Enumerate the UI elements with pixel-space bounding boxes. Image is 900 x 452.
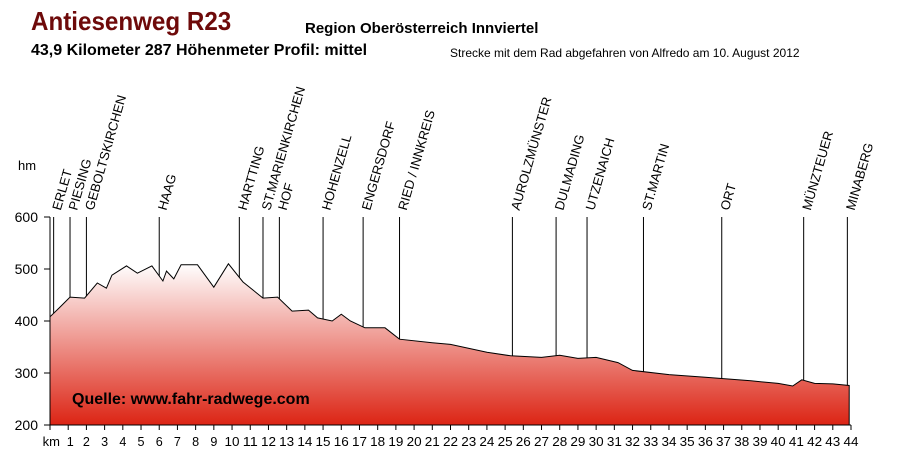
x-tick-label: 9: [210, 434, 217, 449]
x-tick-label: 11: [243, 434, 258, 449]
watermark: Quelle: www.fahr-radwege.com: [72, 391, 310, 408]
x-tick-label: 28: [552, 434, 567, 449]
y-tick-label: 500: [15, 261, 39, 277]
y-tick-label: 200: [15, 417, 39, 433]
x-tick-label: 41: [789, 434, 804, 449]
x-tick-label: 10: [225, 434, 240, 449]
x-tick-label: 14: [297, 434, 312, 449]
x-tick-label: 31: [607, 434, 622, 449]
x-tick-label: 38: [734, 434, 749, 449]
x-tick-label: 24: [479, 434, 494, 449]
x-tick-label: 17: [352, 434, 367, 449]
place-label: DULMADING: [552, 133, 588, 212]
x-tick-label: 32: [625, 434, 640, 449]
elevation-line: [49, 262, 850, 426]
x-tick-label: 21: [425, 434, 440, 449]
x-tick-label: 20: [407, 434, 422, 449]
x-tick-label: 23: [461, 434, 476, 449]
x-tick-label: 1: [67, 434, 74, 449]
place-label: UTZENAICH: [582, 136, 617, 212]
route-title: Antiesenweg R23: [31, 6, 232, 36]
x-tick-label: 3: [101, 434, 108, 449]
x-tick-label: 18: [370, 434, 385, 449]
place-label: ST.MARTIN: [639, 142, 672, 212]
place-label: HOF: [275, 181, 297, 212]
x-tick-label: 4: [119, 434, 126, 449]
x-tick-label: 2: [83, 434, 90, 449]
place-label: ORT: [717, 181, 739, 211]
x-tick-label: 30: [589, 434, 604, 449]
x-axis-label: km: [43, 434, 60, 449]
x-tick-label: 22: [443, 434, 458, 449]
x-tick-label: 5: [138, 434, 145, 449]
x-tick-label: 40: [771, 434, 786, 449]
rider-note: Strecke mit dem Rad abgefahren von Alfre…: [450, 46, 800, 60]
place-label: HOHENZELL: [319, 133, 355, 212]
x-tick-label: 35: [680, 434, 695, 449]
y-axis-label: hm: [18, 158, 36, 173]
x-tick-label: 25: [498, 434, 513, 449]
route-stats: 43,9 Kilometer 287 Höhenmeter Profil: mi…: [31, 42, 368, 59]
x-tick-label: 16: [334, 434, 349, 449]
y-tick-label: 400: [15, 313, 39, 329]
x-tick-label: 29: [570, 434, 585, 449]
x-tick-label: 12: [261, 434, 276, 449]
place-label: AUROLZMÜNSTER: [508, 95, 555, 212]
place-label: MINABERG: [843, 141, 877, 212]
region-label: Region Oberösterreich Innviertel: [305, 20, 539, 37]
place-label: HAAG: [155, 172, 180, 212]
x-tick-label: 6: [156, 434, 163, 449]
x-tick-label: 43: [825, 434, 840, 449]
x-tick-label: 39: [752, 434, 767, 449]
place-label: RIED / INNKREIS: [395, 108, 438, 212]
x-tick-label: 36: [698, 434, 713, 449]
x-tick-label: 37: [716, 434, 731, 449]
x-tick-label: 8: [192, 434, 199, 449]
y-tick-label: 600: [15, 209, 39, 225]
place-label: MÜNZTEUER: [799, 129, 836, 212]
x-tick-label: 26: [516, 434, 531, 449]
x-tick-label: 7: [174, 434, 181, 449]
place-label: ENGERSDORF: [359, 119, 399, 211]
x-tick-label: 33: [643, 434, 658, 449]
x-tick-label: 19: [388, 434, 403, 449]
x-tick-label: 42: [807, 434, 822, 449]
x-tick-label: 44: [844, 434, 859, 449]
y-tick-label: 300: [15, 365, 39, 381]
x-tick-label: 13: [279, 434, 294, 449]
x-tick-label: 34: [661, 434, 676, 449]
x-tick-label: 27: [534, 434, 549, 449]
place-label: GEBOLTSKIRCHEN: [82, 93, 129, 211]
x-tick-label: 15: [316, 434, 331, 449]
